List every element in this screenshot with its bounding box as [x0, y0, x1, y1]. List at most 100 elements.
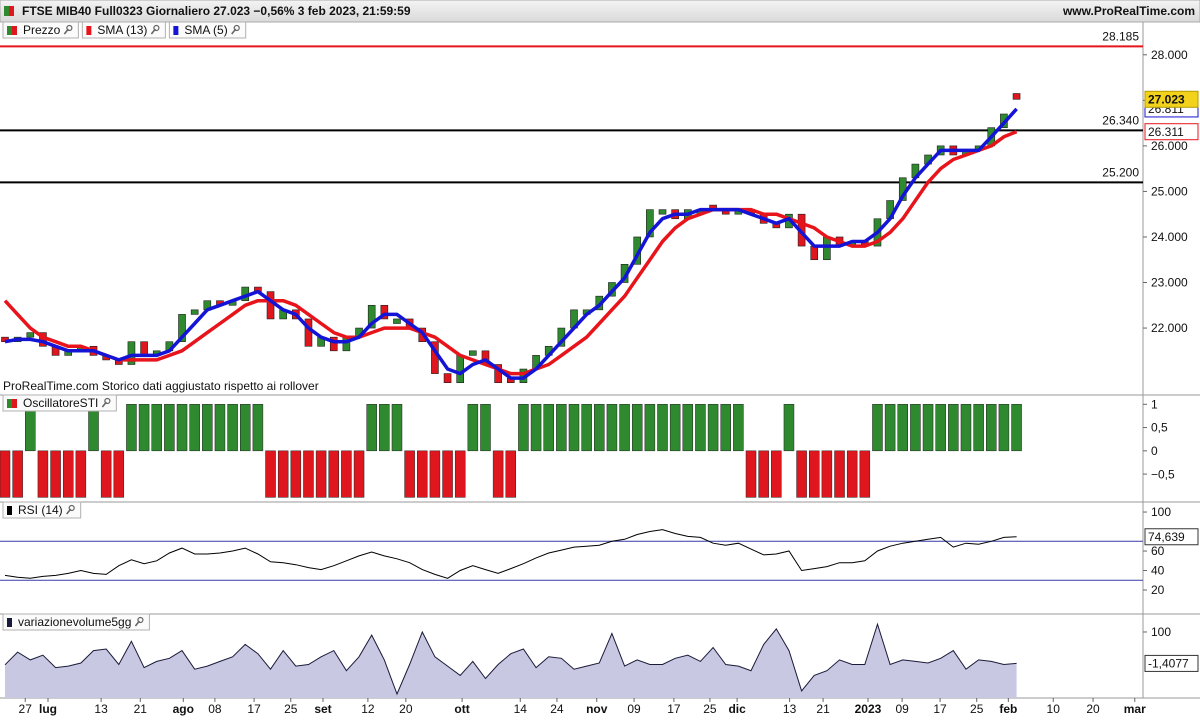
legend-label: Prezzo: [23, 23, 61, 37]
x-tick-label: 24: [550, 702, 564, 716]
x-tick-label: feb: [999, 702, 1017, 716]
header-site[interactable]: www.ProRealTime.com: [1062, 4, 1195, 18]
y-tick-label: 22.000: [1151, 321, 1188, 335]
header-icon: [4, 6, 9, 16]
value-badge-label: -1,4077: [1148, 657, 1189, 671]
x-tick-label: 12: [361, 702, 375, 716]
oscillator-bar: [530, 404, 542, 452]
oscillator-bar: [113, 450, 125, 498]
wrench-icon: [153, 24, 160, 32]
oscillator-bar: [75, 450, 87, 498]
oscillator-bar: [935, 404, 946, 452]
area-line: [4, 622, 1017, 696]
oscillator-bar: [922, 404, 934, 452]
oscillator-bar: [12, 450, 23, 498]
legend-swatch: [12, 399, 17, 408]
legend-item[interactable]: [168, 21, 247, 39]
value-badge: [1144, 654, 1199, 672]
oscillator-bar: [707, 404, 719, 452]
oscillator-bar: [543, 404, 554, 452]
candle: [469, 350, 477, 356]
oscillator-bar: [745, 450, 757, 498]
legend-item[interactable]: [2, 394, 117, 412]
legend-swatch: [86, 26, 92, 35]
oscillator-bar: [733, 404, 744, 452]
y-tick-label: 24.000: [1151, 230, 1188, 244]
legend-item[interactable]: [2, 501, 82, 519]
sma-line: [4, 107, 1018, 380]
x-tick-label: 25: [970, 702, 984, 716]
x-tick-label: 09: [627, 702, 641, 716]
legend-swatch: [7, 618, 12, 627]
oscillator-bar: [303, 450, 314, 498]
wrench-icon: [104, 397, 111, 405]
x-tick-label: 21: [134, 702, 148, 716]
x-tick-label: 10: [1047, 702, 1061, 716]
candle: [823, 236, 831, 261]
y-tick-label: 23.000: [1151, 276, 1188, 290]
x-tick-label: 13: [94, 702, 108, 716]
oscillator-bar: [467, 404, 479, 452]
candle: [810, 245, 819, 261]
oscillator-bar: [391, 404, 403, 452]
candle: [646, 209, 654, 238]
oscillator-bar: [277, 450, 289, 498]
value-badge: [1144, 528, 1199, 546]
oscillator-bar: [252, 404, 264, 452]
y-tick-label: 100: [1151, 505, 1171, 519]
oscillator-bar: [1011, 404, 1022, 452]
x-tick-label: 17: [933, 702, 947, 716]
oscillator-bar: [619, 404, 630, 452]
candle: [329, 336, 338, 352]
x-tick-label: 09: [895, 702, 909, 716]
oscillator-bar: [657, 404, 668, 452]
legend-label: OscillatoreSTI: [23, 396, 98, 410]
oscillator-bar: [50, 450, 61, 498]
oscillator-bar: [998, 404, 1010, 452]
x-tick-label: nov: [586, 702, 608, 716]
candle: [1012, 93, 1021, 100]
legend-label: SMA (13): [97, 23, 147, 37]
candle: [658, 209, 667, 215]
wrench-icon: [63, 28, 69, 35]
oscillator-bar: [417, 450, 428, 498]
oscillator-bar: [581, 404, 592, 452]
candle: [266, 291, 275, 320]
wrench-icon: [233, 24, 240, 32]
y-tick-label: 1: [1151, 397, 1158, 411]
legend-swatch: [12, 26, 17, 35]
indicator-line: [4, 529, 1017, 579]
oscillator-bar: [454, 450, 466, 498]
x-tick-label: 21: [816, 702, 830, 716]
oscillator-bar: [606, 404, 618, 452]
oscillator-bar: [0, 450, 11, 498]
oscillator-bar: [973, 404, 984, 452]
oscillator-bar: [986, 404, 997, 452]
oscillator-bar: [239, 404, 251, 452]
legend-swatch: [7, 399, 12, 408]
legend-item[interactable]: [2, 613, 150, 631]
oscillator-bar: [682, 404, 694, 452]
oscillator-bar: [492, 450, 504, 498]
oscillator-bar: [265, 450, 276, 498]
wrench-icon: [134, 620, 141, 627]
oscillator-bar: [151, 404, 162, 452]
y-tick-label: 20: [1151, 583, 1165, 597]
x-tick-label: 08: [208, 702, 222, 716]
oscillator-bar: [214, 404, 226, 452]
oscillator-bar: [366, 404, 377, 452]
wrench-icon: [68, 504, 75, 512]
legend-item[interactable]: [2, 21, 79, 39]
x-tick-label: 20: [1086, 702, 1100, 716]
x-tick-label: dic: [728, 702, 746, 716]
oscillator-bar: [126, 404, 137, 452]
y-tick-label: 26.000: [1151, 139, 1188, 153]
candle: [127, 341, 136, 365]
legend-item[interactable]: [81, 21, 166, 39]
wrench-icon: [101, 401, 107, 408]
legend-label: RSI (14): [18, 503, 63, 517]
oscillator-bar: [189, 404, 200, 452]
value-badge-label: 74,639: [1148, 530, 1185, 544]
